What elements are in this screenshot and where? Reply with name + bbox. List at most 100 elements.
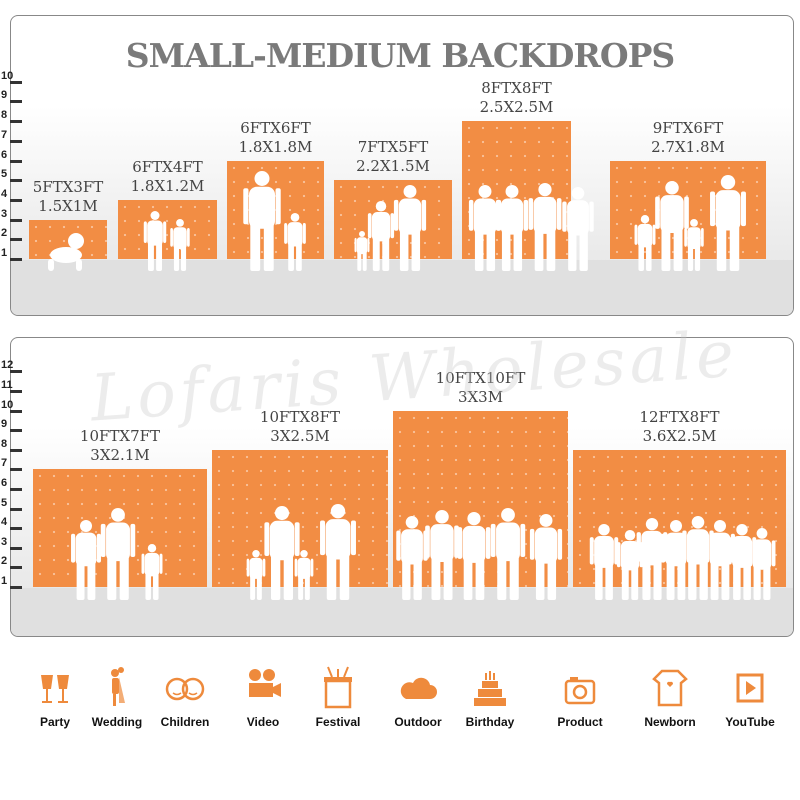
backdrop-label: 12FTX8FT 3.6X2.5M — [553, 408, 800, 446]
scale-tick-label: 4 — [1, 516, 8, 529]
backdrop-label: 10FTX10FT 3X3M — [373, 369, 588, 407]
person-silhouette — [655, 181, 689, 271]
scale-tick-label: 9 — [1, 89, 8, 102]
person-silhouette — [528, 183, 562, 271]
size-feet: 6FTX6FT — [240, 118, 311, 137]
cloud-icon — [400, 677, 437, 699]
person-silhouette — [562, 187, 594, 271]
scale-tick — [10, 468, 22, 472]
use-label: Newborn — [644, 715, 696, 729]
person-silhouette — [354, 231, 370, 271]
scale-tick-label: 6 — [1, 148, 8, 161]
scale-tick-label: 1 — [1, 575, 8, 587]
person-silhouette — [143, 211, 167, 271]
backdrop-label: 5FTX3FT 1.5X1M — [9, 178, 127, 216]
use-party: Party — [20, 665, 90, 729]
scale-tick-label: 2 — [1, 555, 8, 568]
scale-tick — [10, 586, 22, 589]
children-faces-icon — [165, 677, 205, 701]
scale-tick — [10, 448, 22, 452]
use-newborn: Newborn — [635, 665, 705, 729]
use-video: Video — [228, 665, 298, 729]
scale-tick — [10, 120, 22, 124]
size-feet: 10FTX10FT — [435, 368, 526, 387]
play-button-icon — [736, 673, 764, 703]
person-silhouette — [393, 185, 427, 271]
scale-tick-label: 12 — [1, 359, 14, 372]
person-silhouette — [243, 171, 281, 271]
size-feet: 10FTX7FT — [79, 427, 161, 446]
person-silhouette — [589, 524, 619, 600]
scale-tick-label: 5 — [1, 168, 8, 181]
scale-tick-label: 3 — [1, 535, 8, 548]
backdrop-label: 10FTX8FT 3X2.5M — [192, 408, 408, 446]
camera-icon — [564, 677, 596, 705]
use-label: YouTube — [725, 715, 775, 729]
person-silhouette — [634, 215, 656, 271]
scale-tick-label: 7 — [1, 128, 8, 141]
scale-tick-label: 6 — [1, 477, 8, 489]
person-silhouette — [727, 524, 757, 600]
use-label: Birthday — [465, 715, 515, 729]
person-silhouette — [457, 511, 491, 600]
use-label: Party — [39, 715, 71, 729]
size-meters: 3.6X2.5M — [642, 426, 717, 445]
scale-tick — [10, 527, 22, 531]
scale-tick — [10, 370, 22, 374]
size-feet: 12FTX8FT — [639, 407, 720, 426]
size-meters: 2.5X2.5M — [479, 98, 554, 117]
person-silhouette — [71, 520, 101, 600]
scale-tick-label: 3 — [1, 207, 8, 220]
person-silhouette — [710, 175, 746, 271]
scale-tick-label: 9 — [1, 418, 8, 431]
person-silhouette — [684, 219, 704, 271]
size-meters: 1.8X1.8M — [238, 137, 313, 156]
person-silhouette — [294, 550, 314, 600]
use-outdoor: Outdoor — [383, 665, 453, 729]
person-silhouette — [320, 504, 356, 600]
person-silhouette — [425, 510, 459, 600]
scale-tick — [10, 218, 22, 222]
size-meters: 2.7X1.8M — [651, 137, 725, 156]
use-youtube: YouTube — [715, 665, 785, 729]
scale-tick — [10, 488, 22, 491]
uses-row: Party Wedding Children Video Festival Outdoor… — [0, 665, 800, 755]
scale-tick — [10, 159, 22, 163]
scale-tick — [10, 566, 22, 570]
scale-tick-label: 10 — [1, 398, 14, 411]
size-meters: 1.5X1M — [38, 196, 98, 215]
person-silhouette — [495, 185, 529, 271]
use-label: Product — [557, 715, 603, 729]
scale-tick-label: 11 — [1, 379, 13, 391]
size-meters: 3X2.1M — [90, 446, 150, 465]
scale-tick — [10, 409, 22, 413]
scale-tick-label: 7 — [1, 457, 8, 470]
person-silhouette — [170, 219, 190, 271]
use-label: Wedding — [91, 715, 143, 729]
scale-tick-label: 10 — [1, 69, 14, 82]
backdrop — [118, 199, 217, 259]
scale-tick — [10, 198, 22, 202]
gift-box-icon — [324, 666, 352, 709]
scale-tick — [10, 139, 22, 143]
size-feet: 6FTX4FT — [132, 157, 203, 176]
backdrop-label: 6FTX6FT 1.8X1.8M — [207, 119, 344, 157]
use-label: Children — [160, 715, 210, 729]
scale-tick-label: 4 — [1, 187, 8, 200]
film-camera-icon — [249, 669, 281, 697]
use-wedding: Wedding — [82, 665, 152, 729]
size-feet: 10FTX8FT — [259, 407, 341, 426]
size-meters: 3X3M — [457, 387, 504, 406]
backdrop-label: 7FTX5FT 2.2X1.5M — [314, 138, 472, 176]
person-silhouette — [636, 518, 668, 600]
use-label: Festival — [315, 715, 361, 729]
baby-onesie-icon — [652, 669, 688, 707]
person-silhouette — [396, 516, 428, 600]
use-children: Children — [150, 665, 220, 729]
scale-tick — [10, 546, 22, 550]
scale-tick-label: 5 — [1, 496, 8, 509]
backdrop — [227, 160, 324, 259]
backdrop-label: 9FTX6FT 2.7X1.8M — [590, 119, 786, 157]
scale-tick-label: 1 — [1, 247, 8, 259]
person-silhouette — [246, 550, 266, 600]
